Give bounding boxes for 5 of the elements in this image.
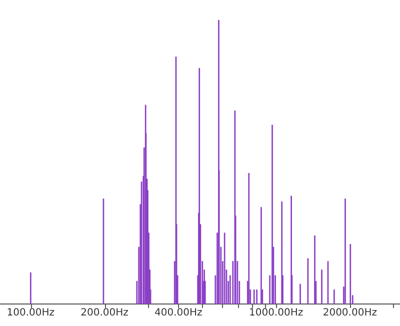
x-tick-label: 2000.00Hz [322, 308, 377, 319]
x-tick-label: 400.00Hz [154, 308, 202, 319]
x-tick-label: 100.00Hz [6, 308, 55, 319]
x-tick-label: 200.00Hz [80, 308, 128, 319]
x-tick-label: 1000.00Hz [248, 308, 304, 319]
